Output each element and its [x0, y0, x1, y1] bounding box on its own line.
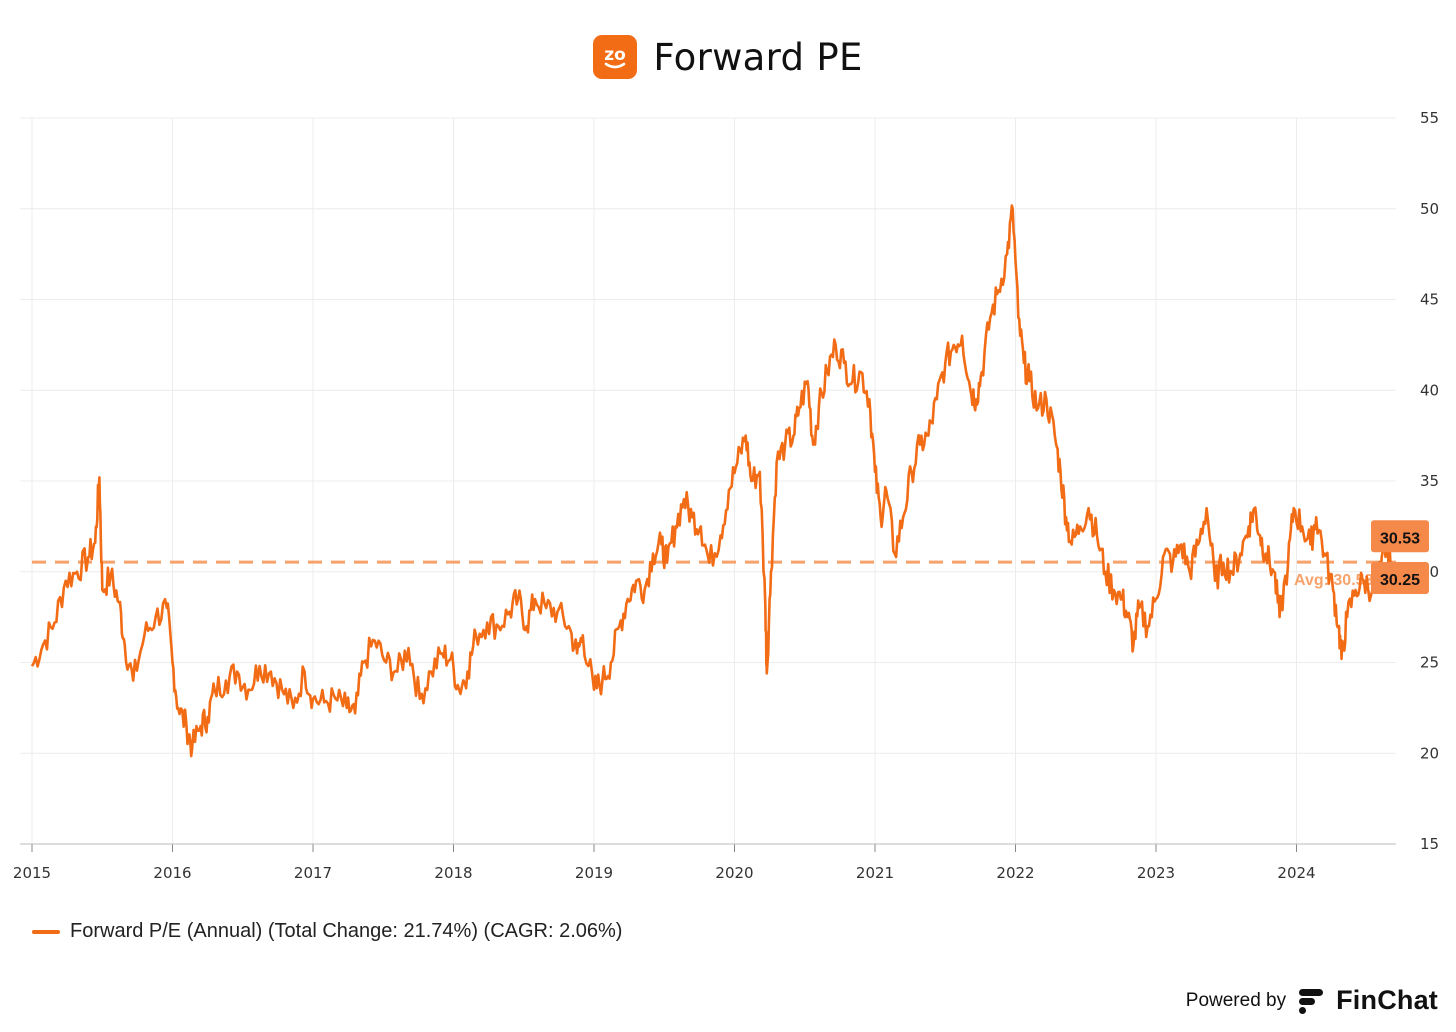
chart-title: Forward PE — [653, 35, 863, 79]
zo-logo-glyph: zo — [605, 45, 627, 69]
line-chart: 2015 2016 2017 2018 2019 2020 2021 2022 2023 2024… — [13, 109, 1439, 882]
badge-label: 30.25 — [1380, 572, 1420, 589]
y-tick-label: 45 — [1420, 291, 1439, 309]
average-label: Avg: 30.53 — [1294, 572, 1374, 589]
footer-branding: Powered by FinChat — [1186, 985, 1438, 1016]
x-tick-label: 2022 — [996, 864, 1034, 882]
y-tick-label: 50 — [1420, 200, 1439, 218]
chart-grid — [20, 117, 1396, 845]
y-tick-label: 35 — [1420, 472, 1439, 490]
zo-logo-icon: zo — [593, 35, 638, 79]
badge-background — [1371, 562, 1429, 595]
x-tick-label: 2016 — [153, 864, 191, 882]
badge-label: 30.53 — [1380, 530, 1420, 547]
legend-label: Forward P/E (Annual) (Total Change: 21.7… — [70, 920, 623, 942]
x-tick-label: 2021 — [856, 864, 894, 882]
x-tick-label: 2023 — [1137, 864, 1175, 882]
chart-legend[interactable]: Forward P/E (Annual) (Total Change: 21.7… — [32, 920, 622, 943]
y-tick-label: 15 — [1420, 835, 1439, 853]
forward-pe-line — [30, 204, 1392, 758]
average-line-group: Avg: 30.53 — [32, 560, 1396, 589]
x-tick-label: 2018 — [434, 864, 472, 882]
powered-by-text: Powered by — [1185, 989, 1287, 1011]
x-tick-label: 2019 — [575, 864, 613, 882]
x-axis: 2015 2016 2017 2018 2019 2020 2021 2022 2023 2024 — [13, 843, 1396, 882]
avg-value-badge: 30.53 — [1371, 520, 1429, 553]
svg-text:zo: zo — [605, 45, 627, 65]
badge-background — [1371, 520, 1429, 553]
y-tick-label: 20 — [1420, 744, 1439, 762]
last-value-badge: 30.25 — [1371, 562, 1429, 595]
y-tick-label: 40 — [1420, 381, 1439, 399]
x-tick-label: 2017 — [294, 864, 332, 882]
finchat-brand: FinChat — [1336, 985, 1438, 1015]
y-tick-label: 55 — [1420, 109, 1439, 127]
chart-header: zo Forward PE — [0, 32, 1456, 82]
legend-swatch — [32, 929, 60, 934]
value-labels-group: 30.53 30.25 — [1371, 520, 1429, 595]
finchat-logo-icon — [1299, 988, 1324, 1014]
x-tick-label: 2024 — [1277, 864, 1315, 882]
x-tick-label: 2015 — [13, 864, 51, 882]
y-tick-label: 25 — [1420, 654, 1439, 672]
x-tick-label: 2020 — [715, 864, 753, 882]
series-group — [30, 204, 1392, 758]
